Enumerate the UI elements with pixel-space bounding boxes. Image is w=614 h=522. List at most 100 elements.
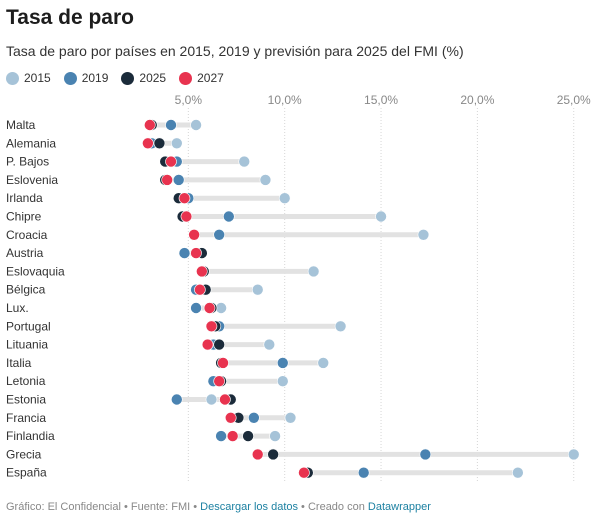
download-data-link[interactable]: Descargar los datos: [200, 501, 298, 513]
dot-2015: [238, 155, 251, 168]
dot-2027: [224, 411, 237, 424]
dot-2015: [269, 430, 281, 442]
dot-2015: [334, 320, 347, 333]
dot-2019: [178, 247, 191, 259]
x-tick-label: 5,0%: [175, 93, 203, 107]
dot-2027: [178, 192, 191, 204]
dot-2025: [213, 338, 225, 351]
dot-2015: [307, 265, 320, 278]
dot-2015: [284, 411, 297, 424]
dot-2015: [205, 393, 218, 406]
footer-source: Gráfico: El Confidencial • Fuente: FMI •: [6, 501, 201, 513]
country-label: Lux.: [6, 301, 29, 315]
dot-2019: [213, 229, 225, 241]
dot-2015: [512, 466, 524, 479]
dot-2019: [419, 448, 432, 461]
chart-subtitle: Tasa de paro por países en 2015, 2019 y …: [6, 43, 464, 59]
legend-item-2027: 2027: [179, 71, 224, 85]
country-label: Grecia: [6, 447, 42, 461]
dot-2027: [203, 302, 216, 314]
dot-2027: [188, 229, 200, 241]
dot-2025: [267, 448, 279, 461]
dot-2025: [153, 137, 166, 150]
country-label: Estonia: [6, 393, 46, 407]
dot-2015: [375, 210, 387, 223]
country-label: Eslovenia: [6, 173, 58, 187]
dot-2015: [276, 375, 289, 388]
country-label: P. Bajos: [6, 155, 49, 169]
legend-dot-2019: [63, 71, 77, 85]
datawrapper-link[interactable]: Datawrapper: [367, 501, 431, 513]
dot-2027: [217, 357, 229, 369]
legend-label-2019: 2019: [81, 71, 109, 85]
chart-title: Tasa de paro: [6, 6, 134, 29]
dot-2019: [215, 430, 227, 442]
dot-2027: [142, 137, 154, 150]
dot-2019: [223, 210, 235, 223]
dot-2025: [242, 430, 254, 442]
dot-2027: [201, 338, 214, 351]
dot-2015: [417, 229, 430, 241]
legend-item-2025: 2025: [121, 71, 166, 85]
dot-2015: [251, 283, 264, 296]
dot-2027: [144, 119, 156, 131]
dot-2015: [317, 357, 330, 369]
x-tick-label: 15,0%: [364, 93, 398, 107]
dot-2027: [165, 155, 177, 168]
x-tick-label: 20,0%: [460, 93, 494, 107]
country-label: Alemania: [6, 136, 56, 150]
footer: Gráfico: El Confidencial • Fuente: FMI •…: [6, 501, 431, 513]
dot-2027: [190, 247, 202, 259]
legend-item-2015: 2015: [6, 71, 51, 85]
dot-2015: [190, 119, 202, 131]
country-label: Malta: [6, 118, 36, 132]
legend-label-2027: 2027: [197, 71, 224, 85]
dot-2019: [276, 357, 289, 369]
dot-2019: [172, 174, 185, 186]
dot-2027: [180, 210, 193, 223]
dot-2027: [196, 265, 208, 278]
dot-2015: [259, 174, 272, 186]
country-label: Portugal: [6, 319, 51, 333]
x-tick-label: 25,0%: [557, 93, 591, 107]
country-label: Letonia: [6, 374, 46, 388]
country-label: Finlandia: [6, 429, 55, 443]
country-label: Lituania: [6, 338, 48, 352]
dot-2019: [357, 466, 370, 479]
legend: 2015 2019 2025 2027: [6, 71, 237, 85]
dot-range-chart: 5,0% 10,0% 15,0% 20,0% 25,0% Malta Alemania P. …: [6, 93, 591, 482]
dot-2027: [205, 320, 218, 333]
dot-2019: [170, 393, 183, 406]
legend-dot-2025: [121, 71, 135, 85]
dot-2019: [248, 411, 260, 424]
legend-dot-2027: [179, 71, 193, 85]
country-label: España: [6, 466, 47, 480]
country-label: Bélgica: [6, 283, 46, 297]
dot-2019: [165, 119, 177, 131]
legend-label-2015: 2015: [24, 71, 51, 85]
dot-2027: [251, 448, 264, 461]
dot-2027: [161, 174, 173, 186]
dot-2019: [190, 302, 202, 314]
country-label: Chipre: [6, 210, 42, 224]
dot-2015: [170, 137, 183, 150]
dot-2015: [278, 192, 291, 204]
dot-2027: [219, 393, 231, 406]
country-label: Austria: [6, 246, 44, 260]
country-label: Croacia: [6, 228, 48, 242]
legend-item-2019: 2019: [63, 71, 109, 85]
country-label: Italia: [6, 356, 32, 370]
dot-2027: [226, 430, 239, 442]
legend-label-2025: 2025: [139, 71, 167, 85]
dot-2015: [567, 448, 580, 461]
legend-dot-2015: [6, 71, 19, 85]
dot-2027: [298, 466, 310, 479]
country-label: Eslovaquia: [6, 264, 65, 278]
dot-2027: [194, 283, 206, 296]
footer-separator: • Creado con: [298, 501, 368, 513]
x-tick-label: 10,0%: [268, 93, 302, 107]
country-label: Irlanda: [6, 191, 43, 205]
dot-2015: [263, 338, 276, 351]
dot-2027: [213, 375, 225, 388]
country-label: Francia: [6, 411, 46, 425]
